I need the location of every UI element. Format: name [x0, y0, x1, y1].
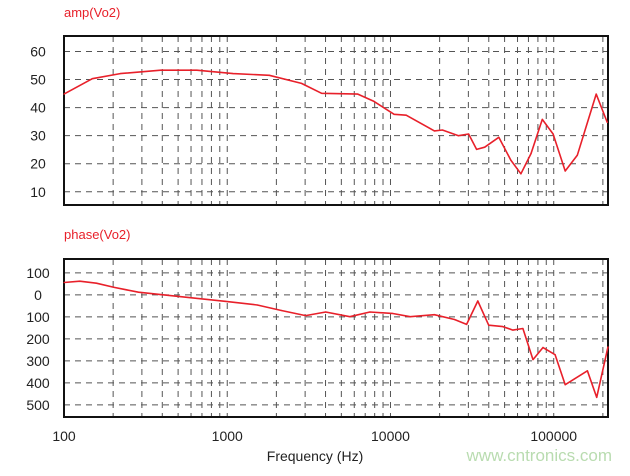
data-point	[520, 173, 522, 175]
data-point	[552, 133, 554, 135]
amp-plot: 60 50 40 30 20 10	[30, 35, 609, 206]
plot-frame	[63, 35, 609, 206]
x-tick-label: 1000	[212, 428, 243, 444]
data-point	[196, 69, 198, 71]
y-tick-label: 60	[30, 43, 46, 59]
data-point	[393, 113, 395, 115]
y-tick-label: 10	[30, 184, 46, 200]
y-tick-label: 300	[26, 353, 50, 369]
data-point	[325, 311, 327, 313]
data-point	[498, 136, 500, 138]
x-tick-label: 10000	[371, 428, 410, 444]
data-point	[300, 82, 303, 85]
data-point	[522, 327, 524, 330]
y-tick-label: 0	[34, 287, 42, 303]
data-point	[607, 346, 609, 348]
y-tick-label: 100	[26, 265, 50, 281]
data-point	[119, 73, 121, 75]
data-point	[192, 297, 194, 299]
data-point	[160, 294, 162, 296]
data-point	[113, 286, 115, 288]
data-point	[576, 154, 578, 156]
data-point	[530, 153, 532, 155]
data-point	[457, 135, 460, 137]
phase-chart-title: phase(Vo2)	[64, 227, 131, 242]
data-point	[137, 291, 140, 293]
data-point	[304, 314, 307, 317]
data-point	[477, 300, 479, 302]
data-point	[433, 130, 436, 132]
data-point	[468, 133, 470, 135]
data-point	[542, 346, 544, 349]
plot-frame	[63, 258, 609, 418]
data-point	[512, 329, 514, 331]
y-tick-label: 40	[30, 100, 46, 116]
data-point	[63, 93, 65, 95]
data-point	[91, 78, 93, 80]
data-point	[532, 358, 534, 361]
data-point	[357, 93, 359, 95]
data-point	[232, 73, 234, 75]
data-point	[564, 384, 566, 386]
data-point	[433, 314, 436, 316]
data-point	[409, 316, 411, 318]
y-tick-label: 30	[30, 128, 46, 144]
data-point	[476, 148, 478, 151]
data-point	[596, 396, 598, 399]
data-point	[224, 300, 226, 302]
data-point	[502, 325, 504, 328]
data-point	[586, 370, 588, 372]
data-point	[373, 100, 375, 103]
watermark: www.cntronics.com	[466, 446, 612, 465]
data-point	[63, 281, 65, 284]
data-point	[484, 146, 486, 148]
data-point	[321, 92, 323, 94]
amp-series-line	[63, 69, 609, 175]
data-point	[441, 129, 444, 131]
y-tick-label: 400	[26, 375, 50, 391]
y-tick-label: 100	[26, 309, 50, 325]
data-point	[554, 354, 556, 356]
data-point	[606, 121, 608, 124]
data-point	[465, 323, 468, 325]
x-axis-label: Frequency (Hz)	[267, 448, 363, 464]
x-tick-label: 100000	[530, 428, 577, 444]
data-point	[510, 159, 512, 161]
data-point	[160, 69, 162, 71]
data-point	[391, 312, 393, 314]
data-point	[79, 280, 81, 282]
data-point	[256, 304, 258, 306]
data-point	[349, 316, 351, 318]
data-point	[453, 318, 456, 321]
data-point	[488, 324, 490, 326]
data-point	[405, 114, 407, 116]
data-point	[369, 311, 371, 313]
y-tick-label: 500	[26, 397, 50, 413]
y-tick-label: 50	[30, 72, 46, 88]
data-point	[268, 74, 270, 76]
data-point	[95, 282, 98, 284]
data-point	[564, 170, 566, 172]
y-tick-label: 20	[30, 156, 46, 172]
amp-chart-title: amp(Vo2)	[64, 5, 120, 20]
data-point	[541, 118, 543, 120]
data-point	[280, 309, 283, 312]
y-tick-label: 200	[26, 331, 50, 347]
x-tick-label: 100	[52, 428, 76, 444]
data-point	[595, 93, 597, 95]
